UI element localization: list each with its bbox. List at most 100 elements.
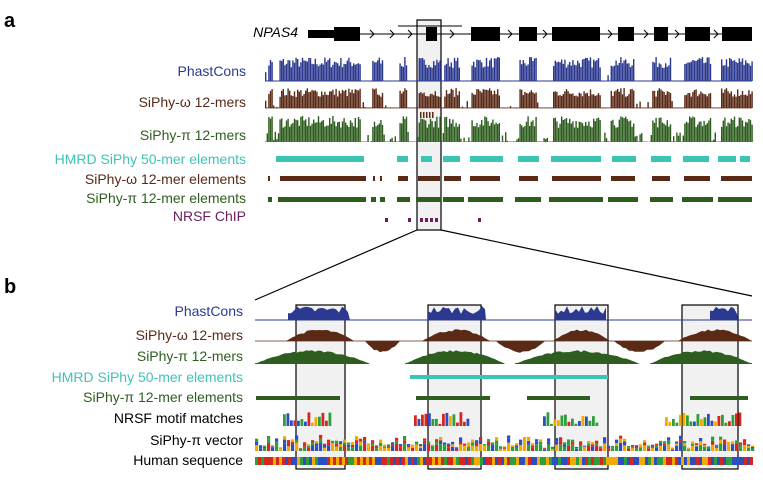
pi-vector-bar [739, 442, 742, 444]
siphy-pi-bar-a [414, 142, 415, 143]
pi-vector-bar [735, 443, 738, 446]
siphy-omega-bar-a [284, 95, 285, 108]
siphy-pi-bar-a [331, 124, 332, 142]
pi-vector-bar [523, 441, 526, 445]
human-sequence-base [633, 457, 636, 465]
pi-vector-bar [271, 445, 274, 446]
pi-vector-bar [479, 444, 482, 451]
phastcons-bar-a [348, 58, 349, 81]
human-sequence-base [726, 457, 729, 465]
motif-letter-b [582, 416, 585, 426]
pi-vector-bar [307, 446, 310, 448]
pi-vector-bar [383, 448, 386, 451]
siphy-pi-bar-a [561, 117, 562, 143]
siphy-omega-bar-a [615, 90, 616, 108]
pi-vector-bar [551, 447, 554, 448]
human-sequence-base [432, 457, 435, 465]
siphy-pi-bar-a [329, 118, 330, 142]
siphy-pi-bar-a [595, 121, 596, 142]
phastcons-bar-a [307, 62, 308, 81]
siphy-omega-bar-a [692, 92, 693, 108]
siphy-pi-bar-a [639, 134, 640, 142]
pi-vector-bar [451, 444, 454, 447]
siphy-omega-bar-a [566, 89, 567, 108]
siphy-omega-bar-a [668, 92, 669, 108]
pi-vector-bar [723, 440, 726, 443]
human-sequence-base [681, 457, 684, 465]
human-sequence-base [438, 457, 441, 465]
panel-a-letter: a [4, 10, 15, 33]
siphy-pi-bar-a [673, 136, 674, 142]
pi-vector-bar [611, 448, 614, 451]
pi-vector-bar [727, 444, 730, 446]
siphy-pi-bar-a [276, 139, 277, 142]
siphy-pi-bar-a [507, 141, 508, 142]
siphy-pi-bar-a [535, 117, 536, 142]
pi-vector-bar [607, 448, 610, 451]
pi-vector-bar [555, 442, 558, 445]
pi-element-a [443, 197, 464, 202]
human-sequence-base [474, 457, 477, 465]
phastcons-bar-a [699, 58, 700, 81]
pi-vector-bar [567, 446, 570, 451]
siphy-pi-bar-a [345, 123, 346, 142]
phastcons-bar-a [593, 60, 594, 81]
gene-exon [685, 27, 710, 41]
pi-vector-bar [379, 446, 382, 451]
siphy-omega-bar-a [372, 89, 373, 109]
siphy-omega-bar-a [455, 88, 456, 108]
phastcons-bar-a [279, 60, 280, 81]
human-sequence-base [291, 457, 294, 465]
pi-vector-bar [747, 444, 750, 446]
siphy-omega-hump-b [365, 341, 400, 352]
pi-vector-bar [727, 447, 730, 451]
human-sequence-base [288, 457, 291, 465]
human-sequence-base [318, 457, 321, 465]
human-sequence-base [738, 457, 741, 465]
siphy-pi-bar-a [726, 126, 727, 142]
phastcons-bar-a [419, 58, 420, 81]
siphy-omega-bar-a [271, 89, 272, 108]
human-sequence-base [276, 457, 279, 465]
siphy-pi-hump-b [515, 350, 640, 364]
pi-vector-bar [651, 445, 654, 447]
siphy-omega-bar-a [735, 97, 736, 108]
pi-vector-bar [691, 444, 694, 446]
human-sequence-base [258, 457, 261, 465]
siphy-omega-bar-a [742, 91, 743, 108]
siphy-omega-bar-a [316, 92, 317, 108]
siphy-pi-bar-a [439, 117, 440, 142]
phastcons-bar-a [315, 59, 316, 81]
siphy-omega-bar-a [747, 96, 748, 108]
pi-vector-bar [343, 440, 346, 443]
gene-exon [308, 30, 334, 38]
siphy-pi-bar-a [270, 119, 271, 142]
pi-vector-bar [343, 445, 346, 451]
siphy-omega-bar-a [355, 89, 356, 108]
pi-vector-bar [355, 440, 358, 444]
siphy-omega-bar-a [639, 102, 640, 109]
pi-vector-bar [307, 444, 310, 446]
pi-vector-bar [255, 445, 258, 451]
siphy-omega-bar-a [444, 97, 445, 108]
siphy-omega-peak-a [420, 112, 422, 118]
phastcons-bar-a [449, 67, 450, 82]
siphy-pi-bar-a [547, 138, 548, 142]
siphy-omega-bar-a [374, 89, 375, 108]
pi-vector-bar [439, 444, 442, 451]
pi-vector-bar [535, 439, 538, 442]
human-sequence-base [717, 457, 720, 465]
siphy-omega-bar-a [337, 97, 338, 109]
motif-letter-b [442, 414, 445, 426]
hmrd-element-b [410, 375, 608, 379]
pi-vector-bar [591, 444, 594, 446]
motif-letter-b [428, 413, 431, 426]
phastcons-bar-a [380, 64, 381, 82]
pi-vector-bar [519, 440, 522, 443]
siphy-omega-bar-a [630, 89, 631, 108]
omega-element-a [280, 176, 366, 181]
siphy-pi-bar-a [375, 126, 376, 142]
siphy-omega-hump-b [614, 341, 665, 352]
pi-vector-bar [663, 444, 666, 446]
gene-exon [552, 27, 600, 41]
